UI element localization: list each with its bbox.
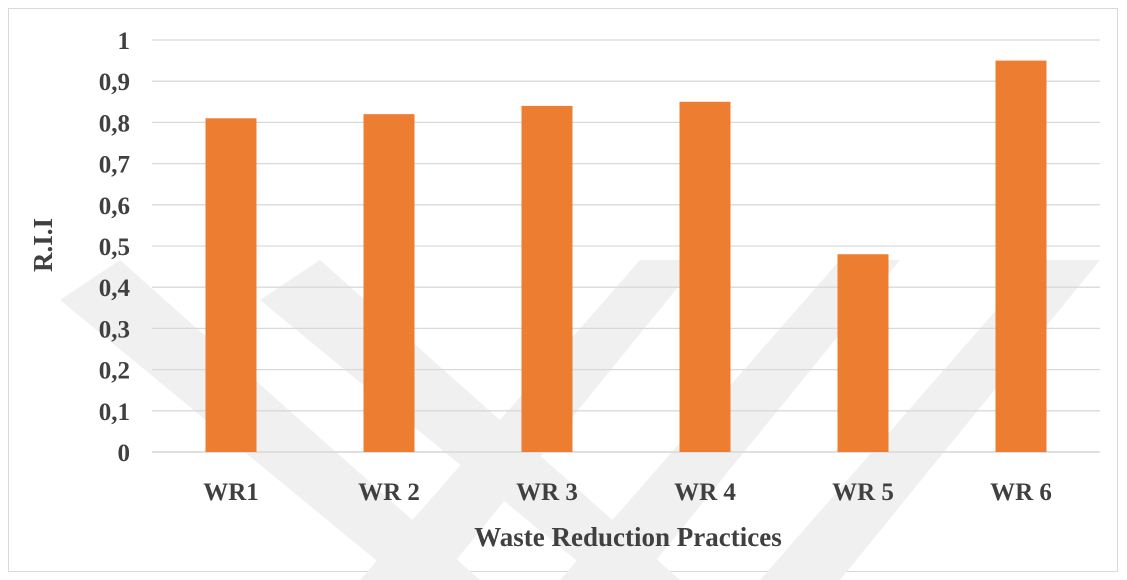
y-tick-label: 1 — [118, 28, 131, 55]
x-axis-title: Waste Reduction Practices — [474, 522, 781, 552]
y-tick-label: 0,7 — [99, 152, 130, 179]
x-tick-label: WR1 — [203, 479, 259, 506]
x-tick-label: WR 6 — [990, 479, 1052, 506]
bars — [205, 60, 1047, 453]
gridlines — [152, 39, 1100, 453]
bar-wr-2 — [363, 114, 415, 452]
y-tick-label: 0,4 — [99, 275, 131, 302]
y-axis-title: R.I.I — [28, 218, 58, 272]
y-tick-label: 0,2 — [99, 358, 130, 385]
y-tick-label: 0,6 — [99, 193, 130, 220]
x-tick-label: WR 2 — [358, 479, 420, 506]
x-tick-label: WR 4 — [674, 479, 736, 506]
bar-wr-6 — [995, 60, 1047, 452]
y-tick-labels: 0 0,1 0,2 0,3 0,4 0,5 0,6 0,7 0,8 0,9 1 — [99, 28, 131, 467]
y-tick-label: 0,8 — [99, 110, 130, 137]
x-tick-label: WR 3 — [516, 479, 578, 506]
y-tick-label: 0 — [118, 440, 131, 467]
bar-wr-5 — [837, 254, 889, 452]
y-tick-label: 0,9 — [99, 69, 130, 96]
x-tick-label: WR 5 — [832, 479, 894, 506]
x-tick-labels: WR1 WR 2 WR 3 WR 4 WR 5 WR 6 — [203, 479, 1052, 506]
y-tick-label: 0,1 — [99, 399, 130, 426]
bar-wr1 — [205, 118, 257, 452]
bar-wr-4 — [679, 101, 731, 453]
y-tick-label: 0,3 — [99, 316, 130, 343]
y-tick-label: 0,5 — [99, 234, 130, 261]
bar-wr-3 — [521, 105, 573, 453]
